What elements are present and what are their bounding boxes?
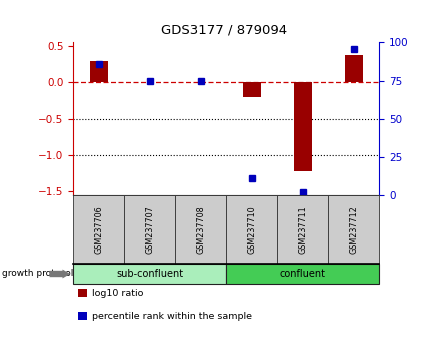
Text: GSM237711: GSM237711: [298, 205, 307, 253]
Text: sub-confluent: sub-confluent: [116, 269, 183, 279]
Text: growth protocol: growth protocol: [2, 269, 74, 279]
Text: GSM237707: GSM237707: [145, 205, 154, 253]
Text: log10 ratio: log10 ratio: [92, 289, 143, 298]
Text: GSM237708: GSM237708: [196, 205, 205, 253]
Text: percentile rank within the sample: percentile rank within the sample: [92, 312, 252, 321]
Text: GSM237712: GSM237712: [348, 205, 357, 253]
Bar: [344, 55, 362, 82]
Bar: [242, 82, 260, 97]
Bar: [89, 61, 108, 82]
Text: confluent: confluent: [279, 269, 325, 279]
Text: GSM237706: GSM237706: [94, 205, 103, 253]
Text: GDS3177 / 879094: GDS3177 / 879094: [161, 23, 286, 36]
Text: GSM237710: GSM237710: [247, 205, 256, 253]
Bar: [293, 82, 311, 171]
